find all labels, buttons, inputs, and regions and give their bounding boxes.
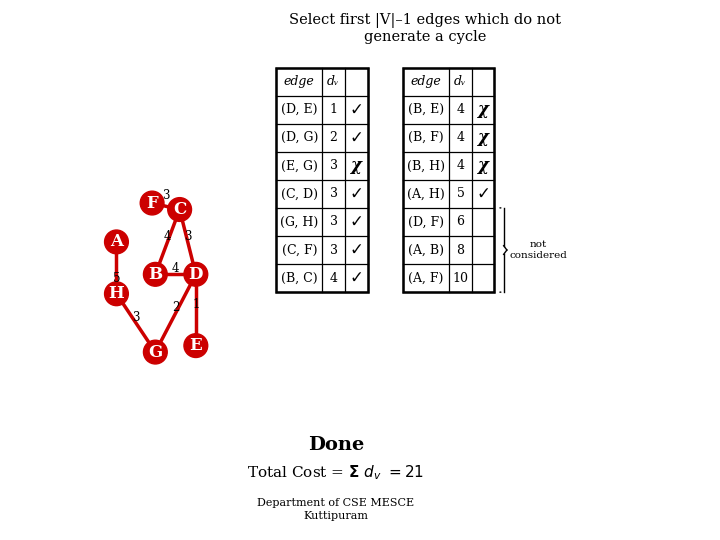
Text: D: D [189, 266, 203, 283]
Text: 6: 6 [456, 215, 464, 228]
Text: ✓: ✓ [476, 185, 490, 203]
Text: 4: 4 [456, 103, 464, 116]
Text: generate a cycle: generate a cycle [364, 30, 486, 44]
Text: (B, C): (B, C) [281, 272, 318, 285]
Bar [403, 68, 495, 292]
Text: (B, H): (B, H) [407, 159, 445, 172]
Text: ✓: ✓ [349, 100, 363, 119]
Text: (A, H): (A, H) [408, 187, 445, 200]
Text: Department of CSE MESCE: Department of CSE MESCE [257, 498, 414, 508]
Text: 3: 3 [162, 189, 170, 202]
Text: (C, F): (C, F) [282, 244, 317, 256]
Text: dᵥ: dᵥ [327, 75, 340, 88]
Circle shape [184, 334, 208, 357]
Text: Total Cost = $\mathbf{\Sigma}$ $\mathbf{\mathit{d}}_{\mathbf{\mathit{v}}}$ $\mat: Total Cost = $\mathbf{\Sigma}$ $\mathbf{… [247, 463, 424, 482]
Text: χ: χ [477, 157, 489, 174]
Text: (B, F): (B, F) [408, 131, 444, 144]
Text: 5: 5 [456, 187, 464, 200]
Text: 1: 1 [330, 103, 338, 116]
Circle shape [104, 230, 128, 254]
Text: (E, G): (E, G) [281, 159, 318, 172]
Text: H: H [109, 285, 125, 302]
Text: ✓: ✓ [349, 213, 363, 231]
Text: (B, E): (B, E) [408, 103, 444, 116]
Text: 3: 3 [132, 311, 140, 324]
Text: 2: 2 [172, 301, 179, 314]
Text: 10: 10 [452, 272, 469, 285]
Text: (A, B): (A, B) [408, 244, 444, 256]
Circle shape [168, 198, 192, 221]
Text: 4: 4 [456, 131, 464, 144]
Text: edge: edge [411, 75, 441, 88]
Text: 3: 3 [330, 215, 338, 228]
Text: ✓: ✓ [349, 269, 363, 287]
Text: 3: 3 [330, 159, 338, 172]
Text: Done: Done [307, 436, 364, 455]
Circle shape [143, 262, 167, 286]
Text: Select first |V|–1 edges which do not: Select first |V|–1 edges which do not [289, 14, 561, 29]
Text: 2: 2 [330, 131, 338, 144]
Text: 4: 4 [330, 272, 338, 285]
Text: A: A [110, 233, 123, 251]
Text: 3: 3 [330, 244, 338, 256]
Text: 4: 4 [163, 230, 171, 243]
Text: Kuttipuram: Kuttipuram [303, 511, 368, 521]
Bar [276, 68, 367, 292]
Text: C: C [173, 201, 186, 218]
Text: (C, D): (C, D) [281, 187, 318, 200]
Circle shape [184, 262, 208, 286]
Text: χ: χ [477, 101, 489, 118]
Text: G: G [148, 343, 163, 361]
Text: 1: 1 [192, 298, 199, 311]
Text: 4: 4 [456, 159, 464, 172]
Text: (A, F): (A, F) [408, 272, 444, 285]
Text: 3: 3 [330, 187, 338, 200]
Text: dᵥ: dᵥ [454, 75, 467, 88]
Text: B: B [148, 266, 163, 283]
Text: (D, G): (D, G) [281, 131, 318, 144]
Text: ✓: ✓ [349, 241, 363, 259]
Text: (G, H): (G, H) [280, 215, 318, 228]
Circle shape [140, 191, 164, 215]
Text: 5: 5 [113, 272, 120, 285]
Text: 4: 4 [172, 262, 179, 275]
Circle shape [104, 282, 128, 306]
Text: 3: 3 [184, 230, 192, 243]
Text: (D, E): (D, E) [281, 103, 318, 116]
Text: ✓: ✓ [349, 185, 363, 203]
Text: ✓: ✓ [349, 129, 363, 147]
Text: 8: 8 [456, 244, 464, 256]
Text: not
considered: not considered [510, 240, 567, 260]
Text: F: F [146, 194, 158, 212]
Text: edge: edge [284, 75, 315, 88]
Text: E: E [189, 337, 202, 354]
Text: (D, F): (D, F) [408, 215, 444, 228]
Text: χ: χ [351, 157, 361, 174]
Text: χ: χ [477, 129, 489, 146]
Circle shape [143, 340, 167, 364]
